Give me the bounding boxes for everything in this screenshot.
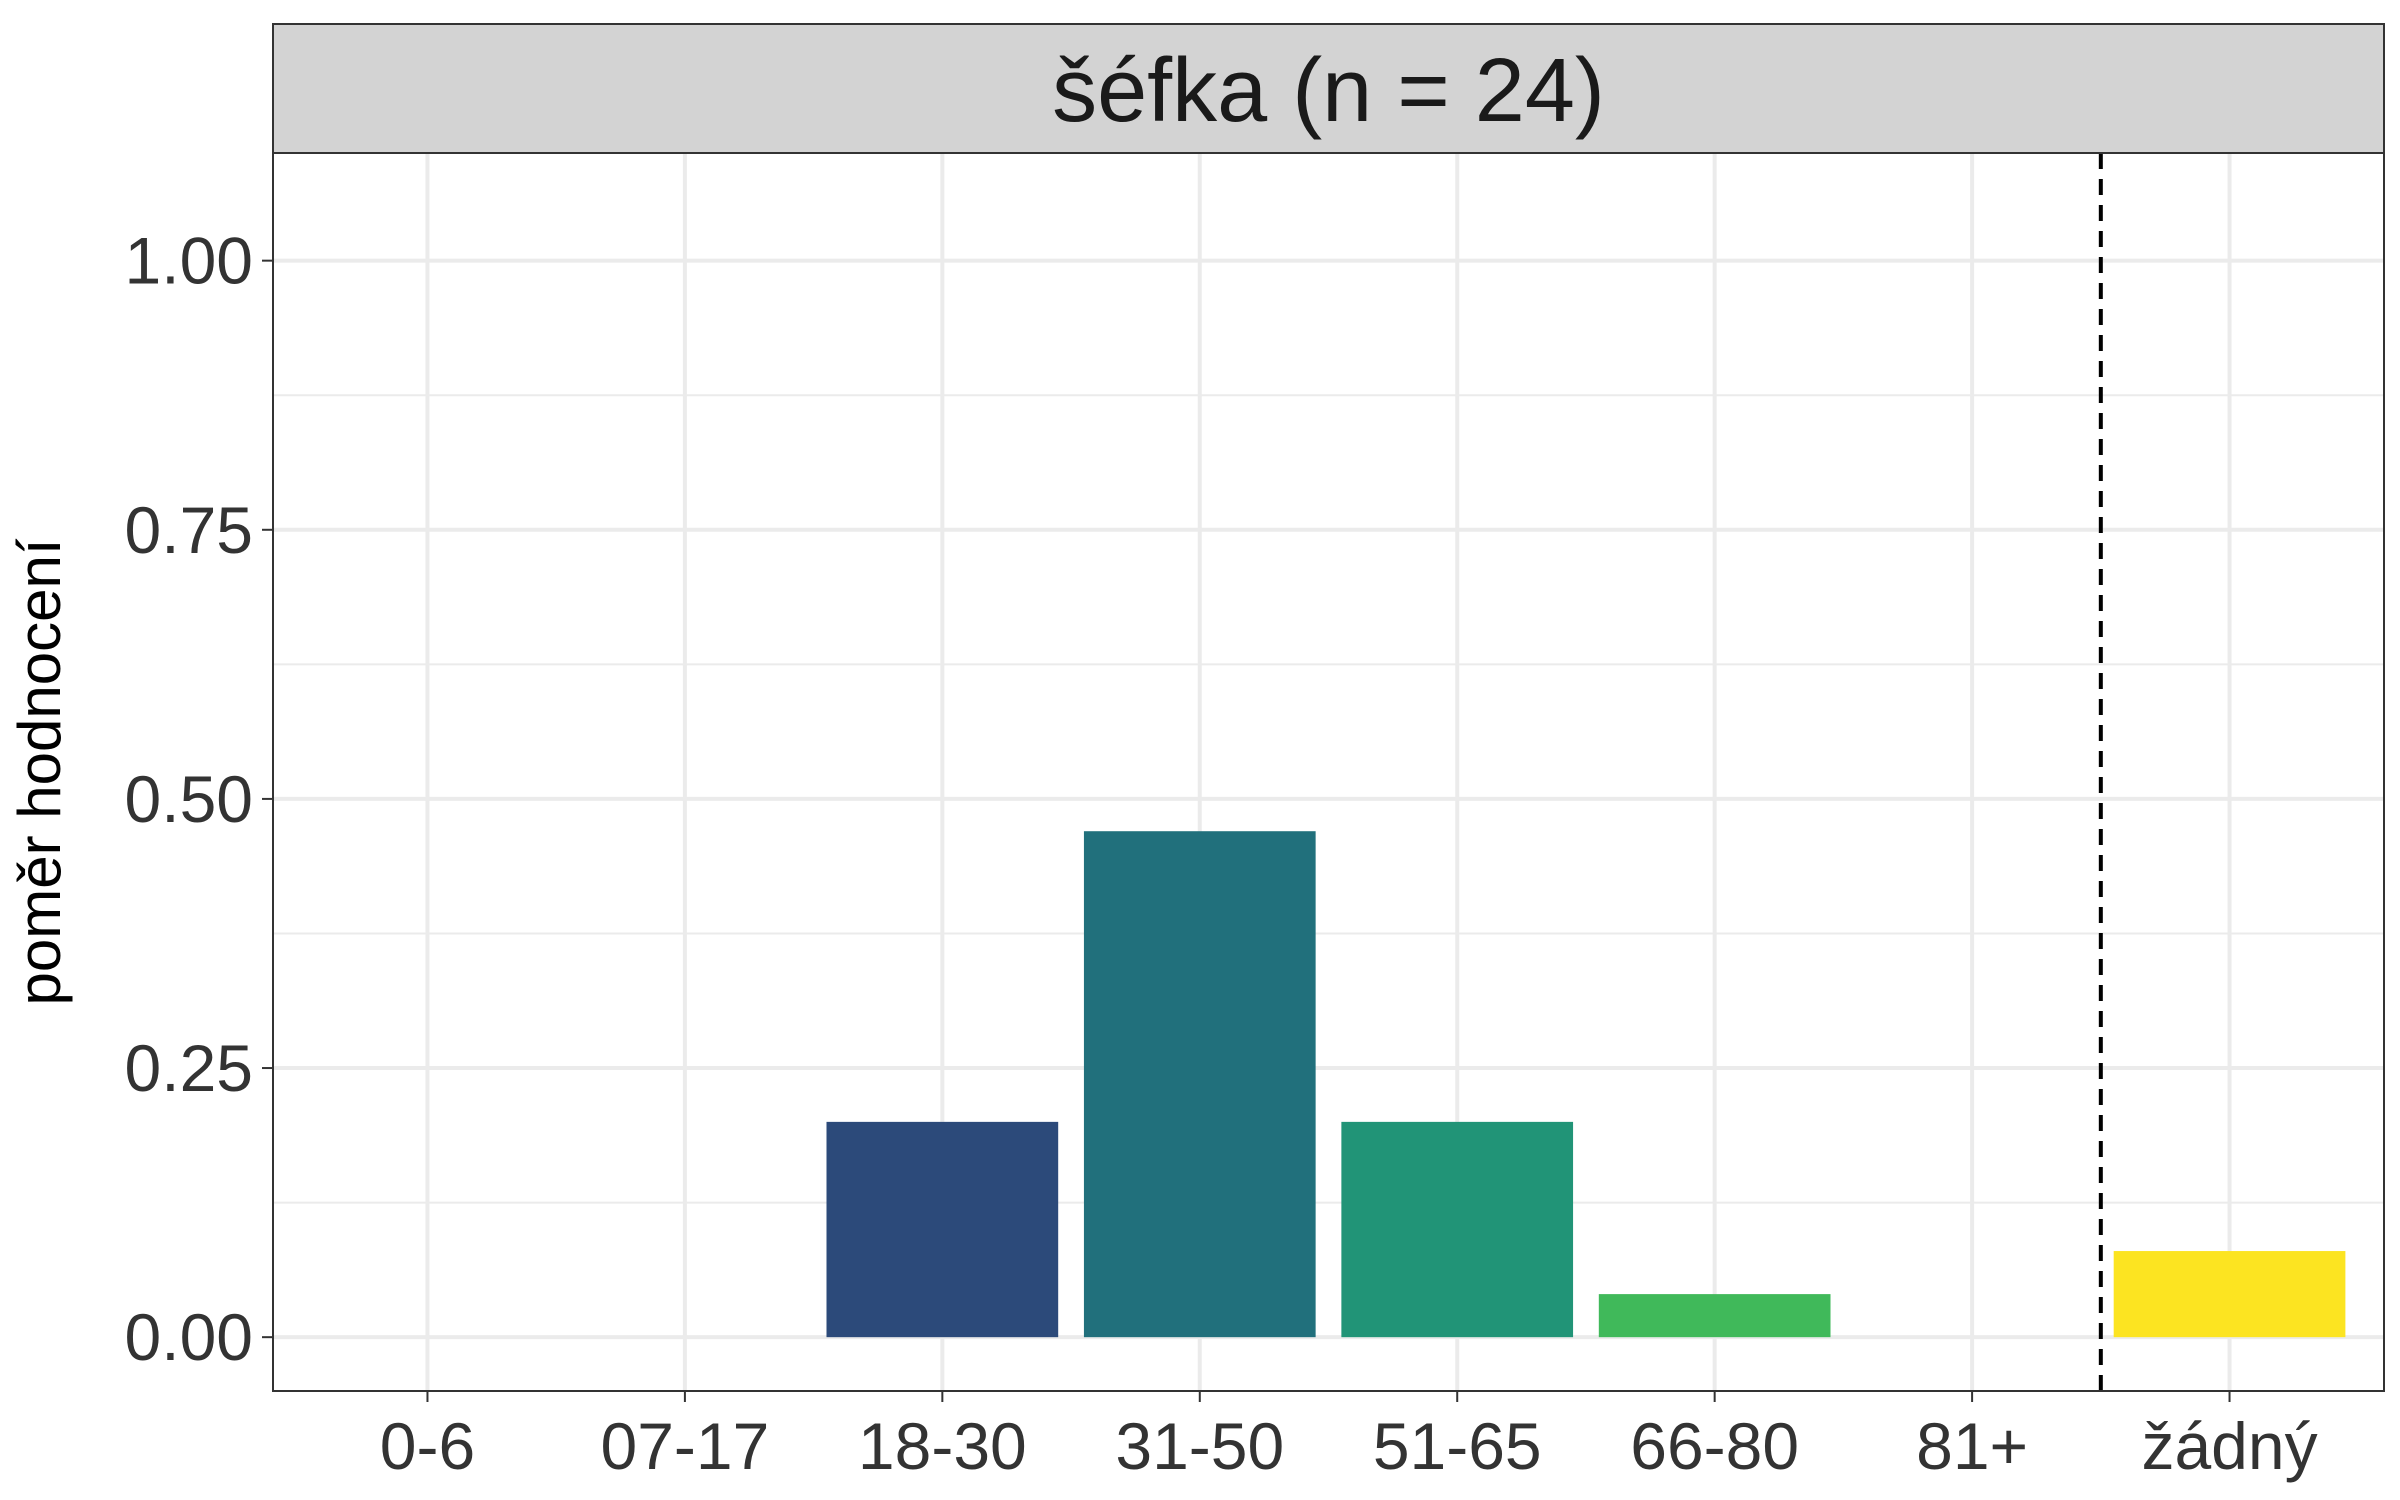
x-tick-label: 07-17	[600, 1409, 769, 1483]
bar-51-65	[1341, 1121, 1574, 1338]
panel-background	[273, 153, 2384, 1391]
strip-background	[272, 23, 2385, 154]
bar-66-80	[1598, 1294, 1831, 1338]
bar-18-30	[826, 1121, 1059, 1338]
y-tick-label: 1.00	[125, 224, 253, 298]
x-tick-label: 81+	[1916, 1409, 2028, 1483]
x-tick-label: 51-65	[1373, 1409, 1542, 1483]
y-tick-label: 0.75	[125, 493, 253, 567]
y-axis-title: poměr hodnocení	[6, 538, 73, 1005]
x-tick-label: žádný	[2141, 1409, 2317, 1483]
y-tick-label: 0.00	[125, 1300, 253, 1374]
x-axis: 0-6 07-17 18-30 31-50 51-65 66-80 81+ žádný	[380, 1391, 2318, 1483]
bar-žádný	[2113, 1251, 2346, 1338]
x-tick-label: 0-6	[380, 1409, 475, 1483]
bar-31-50	[1083, 831, 1316, 1338]
y-axis: 0.00 0.25 0.50 0.75 1.00	[125, 224, 273, 1374]
chart-title: šéfka (n = 24)	[1052, 41, 1605, 141]
x-tick-label: 66-80	[1630, 1409, 1799, 1483]
y-tick-label: 0.50	[125, 762, 253, 836]
facet-strip: šéfka (n = 24)	[272, 23, 2385, 154]
minor-gridlines	[273, 394, 2384, 1204]
x-tick-label: 31-50	[1115, 1409, 1284, 1483]
y-tick-label: 0.25	[125, 1031, 253, 1105]
x-tick-label: 18-30	[858, 1409, 1027, 1483]
bars	[826, 831, 2346, 1338]
